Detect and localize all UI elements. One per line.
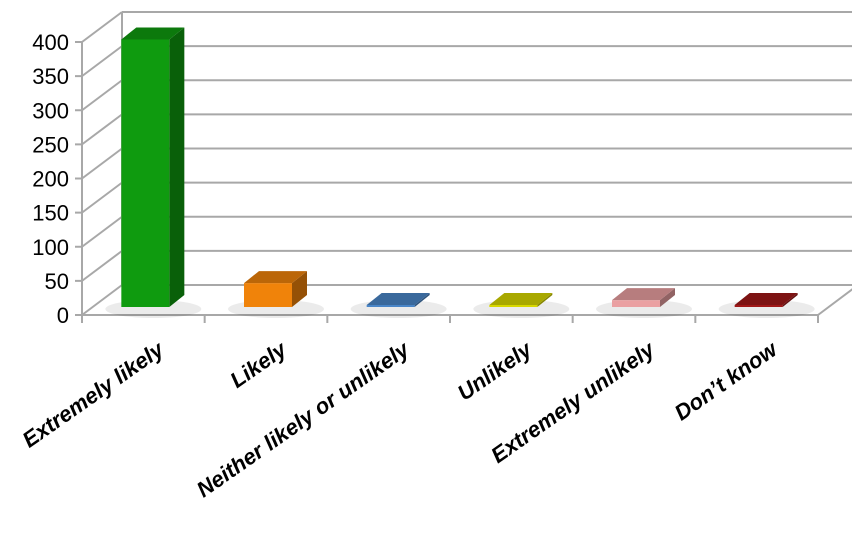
bar xyxy=(244,283,292,307)
bar-top xyxy=(244,271,307,284)
bar-side xyxy=(537,292,553,307)
x-category-label: Neither likely or unlikely xyxy=(192,336,415,503)
bar-side xyxy=(169,27,185,308)
y-tick-label: 150 xyxy=(32,201,69,226)
gridlines xyxy=(81,11,852,316)
bar xyxy=(121,39,170,308)
y-tick-label: 100 xyxy=(32,235,69,260)
gridline-side xyxy=(81,147,123,180)
bar-top xyxy=(366,292,430,305)
gridline-side xyxy=(81,181,123,214)
bar-side xyxy=(292,271,307,307)
y-tick-label: 200 xyxy=(32,167,69,192)
bar-top xyxy=(734,292,798,305)
bar-side xyxy=(660,288,675,307)
x-category-label: Unlikely xyxy=(453,336,538,406)
y-tick-labels: 0 50 100 150 200 250 300 350 400 xyxy=(32,30,69,328)
y-tick-label: 300 xyxy=(32,98,69,123)
bar xyxy=(612,300,660,307)
gridline-side xyxy=(81,284,123,316)
bar-top xyxy=(121,27,185,40)
bar-side xyxy=(782,292,798,307)
y-tick-label: 0 xyxy=(57,303,69,328)
gridline-side xyxy=(81,250,123,282)
floor-right-edge xyxy=(817,288,852,316)
bar xyxy=(366,304,415,307)
gridline-side xyxy=(81,45,123,77)
gridline-side xyxy=(81,11,123,43)
y-tick-label: 400 xyxy=(32,30,69,55)
y-tick-label: 50 xyxy=(45,269,69,294)
y-tick-label: 250 xyxy=(32,132,69,157)
bar xyxy=(489,304,538,307)
bar-side xyxy=(414,292,430,307)
gridline-side xyxy=(81,79,123,112)
gridline-side xyxy=(81,215,123,248)
y-tick-label: 350 xyxy=(32,64,69,89)
x-category-label: Don’t know xyxy=(670,336,783,426)
axes xyxy=(75,41,852,323)
bar-top xyxy=(489,292,553,305)
bar-top xyxy=(612,288,675,301)
x-category-label: Likely xyxy=(225,336,292,393)
x-category-label: Extremely likely xyxy=(18,336,170,453)
bars xyxy=(105,27,815,318)
gridline-side xyxy=(81,113,123,146)
bar xyxy=(734,304,783,307)
